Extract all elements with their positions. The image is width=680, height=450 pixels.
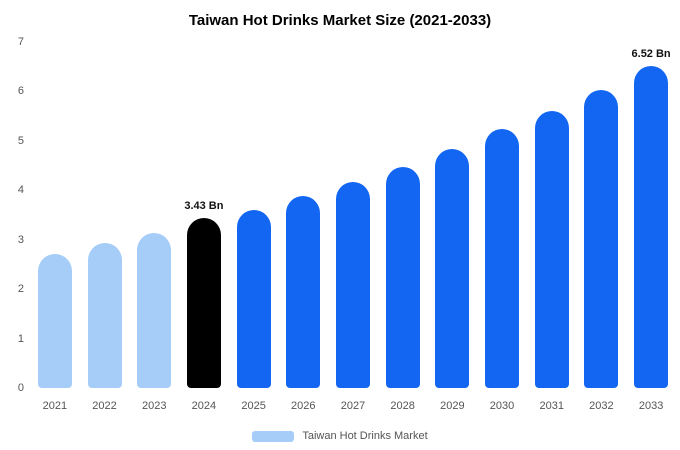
bar (534, 111, 569, 388)
y-tick-label: 1 (17, 332, 24, 345)
plot-area: 0 1 2 3 4 5 6 7 3.43 Bn 6.52 Bn (6, 36, 676, 394)
bar-slot: 3.43 Bn (179, 42, 229, 388)
bar-slot (378, 42, 428, 388)
x-tick-label: 2025 (241, 400, 266, 412)
bar (634, 65, 669, 388)
legend: Taiwan Hot Drinks Market (0, 430, 680, 442)
x-tick-label: 2033 (638, 400, 664, 412)
x-tick-label: 2030 (489, 400, 515, 412)
bar-slot (477, 42, 527, 388)
legend-swatch (252, 430, 295, 442)
bar-slot: 6.52 Bn (626, 42, 676, 388)
bar (335, 181, 370, 388)
x-tick-label: 2026 (291, 400, 316, 412)
legend-label: Taiwan Hot Drinks Market (302, 430, 428, 442)
x-tick-label: 2032 (589, 400, 614, 412)
bar (37, 254, 72, 388)
bar (137, 232, 172, 388)
chart-title: Taiwan Hot Drinks Market Size (2021-2033… (188, 12, 492, 29)
y-axis: 0 1 2 3 4 5 6 7 (6, 36, 30, 394)
bar (485, 129, 520, 388)
y-tick-label: 3 (17, 233, 24, 246)
bar (286, 195, 321, 388)
bar (236, 210, 271, 388)
x-tick-label: 2021 (42, 400, 68, 412)
bar-slot (229, 42, 279, 388)
y-tick-label: 7 (17, 36, 24, 48)
bar-value-label: 6.52 Bn (631, 47, 671, 60)
y-tick-label: 0 (17, 382, 24, 394)
y-tick-label: 5 (17, 134, 24, 147)
y-tick-label: 2 (17, 283, 24, 296)
bar (435, 149, 470, 388)
x-tick-label: 2028 (390, 400, 415, 412)
y-tick-label: 6 (17, 85, 24, 98)
x-tick-label: 2024 (191, 400, 217, 412)
bar-slot (428, 42, 478, 388)
x-axis: 2021 2022 2023 2024 2025 2026 2027 2028 2029 2030… (30, 400, 676, 412)
bar-slot (577, 42, 627, 388)
bar-value-label: 3.43 Bn (184, 200, 224, 213)
bar-slot (278, 42, 328, 388)
bar (186, 218, 221, 388)
x-tick-label: 2031 (539, 400, 564, 412)
bar-slot (527, 42, 577, 388)
x-tick-label: 2023 (141, 400, 167, 412)
x-tick-label: 2027 (340, 400, 366, 412)
bars-row: 3.43 Bn 6.52 Bn (30, 42, 676, 388)
bar (87, 243, 122, 388)
bar-slot (30, 42, 80, 388)
bar (385, 167, 420, 388)
bar-slot (80, 42, 130, 388)
bar (584, 90, 619, 388)
x-tick-label: 2029 (440, 400, 465, 412)
bar-slot (328, 42, 378, 388)
x-tick-label: 2022 (92, 400, 117, 412)
y-tick-label: 4 (17, 184, 24, 197)
bar-slot (129, 42, 179, 388)
